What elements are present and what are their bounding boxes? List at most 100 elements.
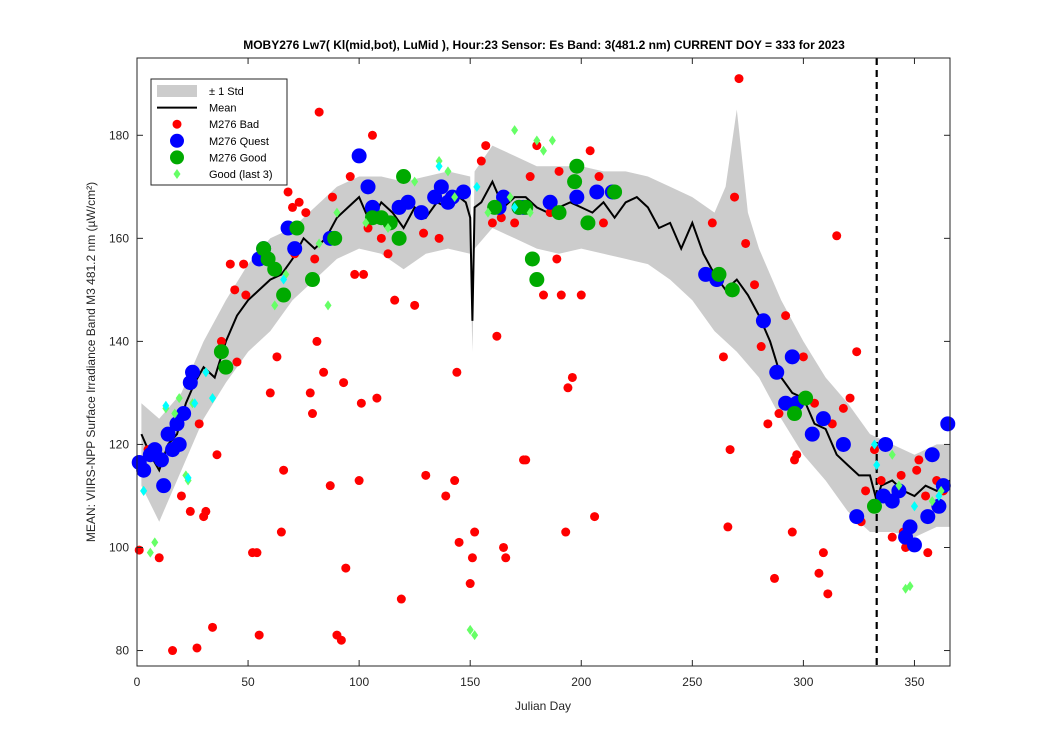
data-point [372, 393, 382, 403]
data-point [814, 568, 824, 578]
data-point [798, 390, 814, 406]
x-tick-label: 200 [571, 675, 591, 689]
data-point [914, 455, 924, 465]
data-point [345, 172, 355, 182]
data-point-diamond [333, 207, 341, 218]
data-point [845, 393, 855, 403]
data-point [492, 331, 502, 341]
data-point-diamond [146, 547, 154, 558]
data-point [878, 436, 894, 452]
data-point-diamond [895, 480, 903, 491]
legend-label: M276 Good [209, 152, 266, 164]
std-band [141, 109, 950, 538]
data-point [364, 199, 380, 215]
data-point [254, 630, 264, 640]
data-point [327, 192, 337, 202]
data-point [301, 208, 311, 218]
data-point [724, 282, 740, 298]
x-tick-label: 100 [349, 675, 369, 689]
data-point [734, 74, 744, 84]
data-point [341, 563, 351, 573]
data-point [835, 436, 851, 452]
data-point [434, 233, 444, 243]
y-axis-title: MEAN: VIIRS-NPP Surface Irradiance Band … [84, 182, 98, 542]
data-point-diamond [511, 125, 519, 136]
data-point-diamond [162, 400, 170, 411]
data-point [756, 342, 766, 352]
data-point [861, 486, 871, 496]
data-point [287, 202, 297, 212]
data-point [496, 189, 512, 205]
x-tick-label: 150 [460, 675, 480, 689]
data-point [815, 411, 831, 427]
data-point [194, 419, 204, 429]
data-point [176, 406, 192, 422]
data-point [940, 416, 956, 432]
data-point-diamond [506, 192, 514, 203]
data-point [230, 285, 240, 295]
data-point-diamond [315, 238, 323, 249]
data-point [410, 300, 420, 310]
axes-box [136, 57, 951, 667]
data-point-diamond [140, 485, 148, 496]
data-point [153, 452, 169, 468]
data-point [383, 249, 393, 259]
data-point [359, 269, 369, 279]
data-point [750, 280, 760, 290]
data-point-diamond [548, 135, 556, 146]
data-point [532, 141, 542, 151]
data-point [741, 238, 751, 248]
data-point [725, 445, 735, 455]
data-point-diamond [384, 223, 392, 234]
data-point [433, 179, 449, 195]
data-point [481, 141, 491, 151]
data-point [400, 194, 416, 210]
data-point [312, 336, 322, 346]
data-point [225, 259, 235, 269]
legend-swatch-marker [170, 133, 184, 148]
data-point-diamond [209, 393, 217, 404]
data-point [774, 409, 784, 419]
data-point [287, 241, 303, 257]
data-point [804, 426, 820, 442]
data-point [556, 290, 566, 300]
data-point [567, 372, 577, 382]
data-point [787, 406, 803, 422]
data-point [906, 537, 922, 553]
data-point-diamond [191, 398, 199, 409]
x-tick-label: 0 [134, 675, 141, 689]
data-point-diamond [471, 630, 479, 641]
data-point [304, 272, 320, 288]
data-point [594, 172, 604, 182]
data-point-diamond [451, 192, 459, 203]
data-point [325, 481, 335, 491]
data-point [718, 352, 728, 362]
chart-title: MOBY276 Lw7( Kl(mid,bot), LuMid ), Hour:… [243, 38, 845, 52]
y-tick-label: 100 [109, 540, 129, 554]
data-point [319, 367, 329, 377]
data-point [787, 527, 797, 537]
x-tick-label: 250 [682, 675, 702, 689]
x-tick-label: 50 [241, 675, 255, 689]
data-point [755, 313, 771, 329]
data-point [589, 184, 605, 200]
data-point [168, 646, 178, 656]
data-point-diamond [906, 581, 914, 592]
data-point [232, 357, 242, 367]
y-tick-label: 140 [109, 334, 129, 348]
data-point [421, 470, 431, 480]
y-tick-label: 80 [116, 644, 130, 658]
legend-label: Good (last 3) [209, 169, 273, 181]
legend-swatch-marker [170, 150, 184, 165]
data-point [396, 594, 406, 604]
data-point [792, 450, 802, 460]
legend: ± 1 Std Mean M276 Bad M276 Quest M276 Good Go… [150, 78, 288, 186]
data-point [450, 476, 460, 486]
data-point [156, 478, 172, 494]
legend-label: M276 Quest [209, 136, 269, 148]
data-point [212, 450, 222, 460]
data-point [356, 398, 366, 408]
data-point [585, 146, 595, 156]
data-point [730, 192, 740, 202]
